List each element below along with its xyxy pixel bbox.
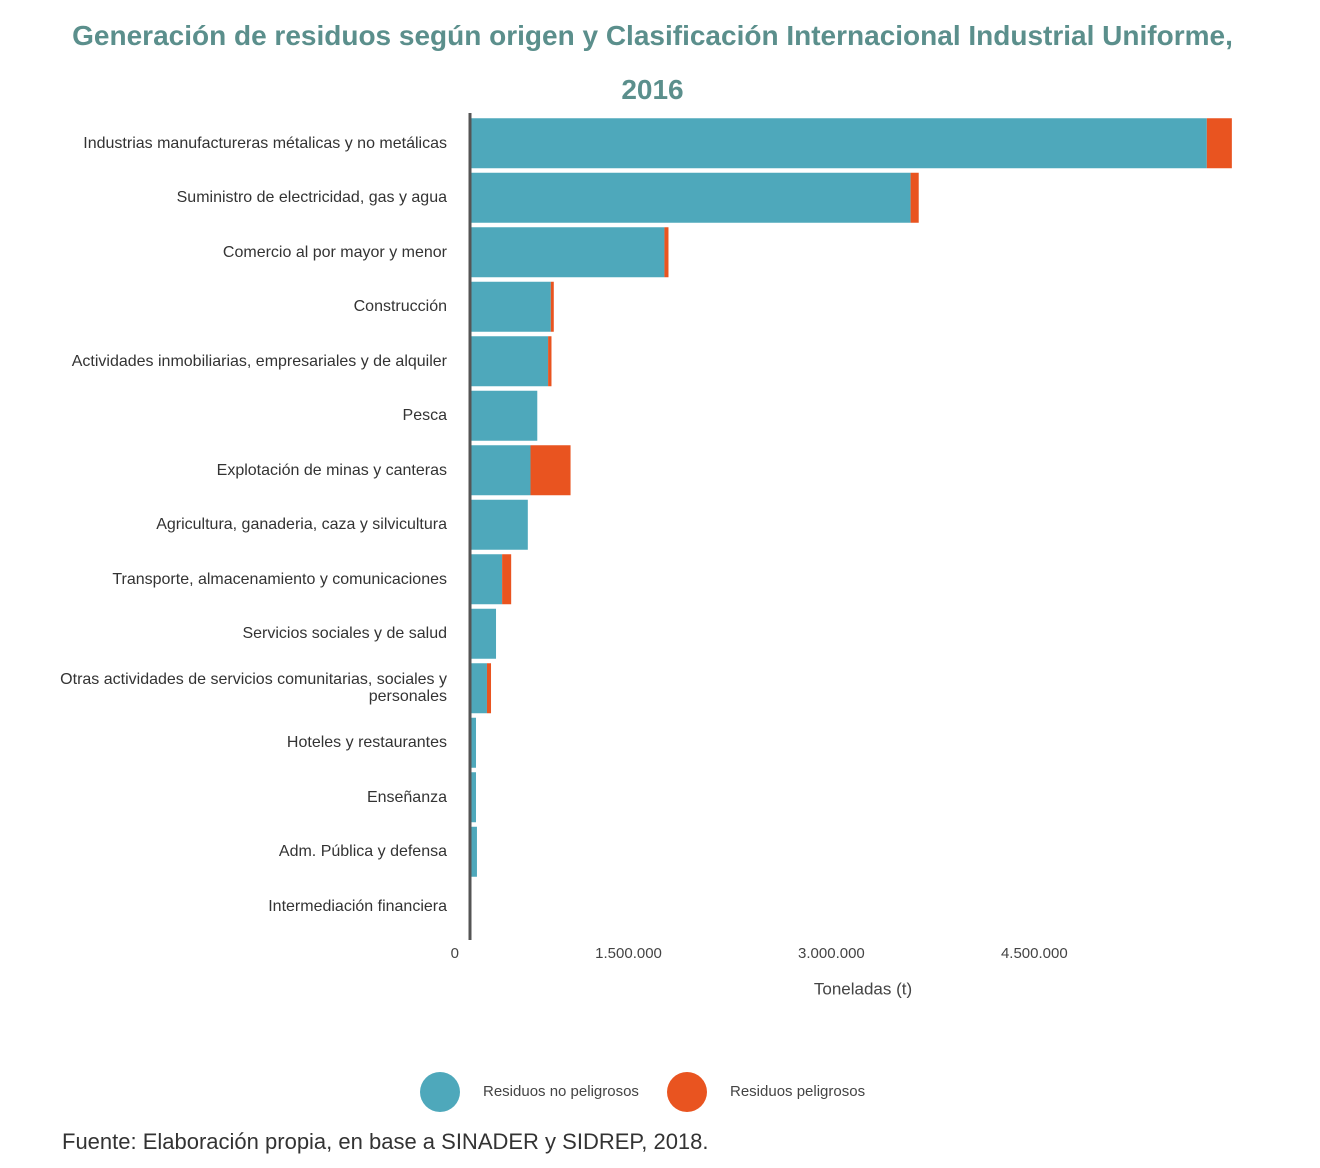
y-tick-label: Suministro de electricidad, gas y agua — [176, 189, 447, 207]
y-tick-label: Enseñanza — [366, 788, 447, 806]
y-tick-label: Comercio al por mayor y menor — [222, 243, 447, 261]
bar-segment — [471, 608, 497, 659]
bar-segment — [530, 445, 571, 496]
legend-label: Residuos peligrosos — [730, 1083, 865, 1100]
x-tick-label: 1.500.000 — [595, 945, 662, 962]
bar-segment — [486, 663, 492, 714]
bar-segment — [471, 826, 477, 877]
x-tick-label: 4.500.000 — [1001, 945, 1068, 962]
bar-segment — [471, 772, 477, 823]
bar-segment — [471, 336, 549, 387]
y-tick-label: Transporte, almacenamiento y comunicacio… — [112, 570, 447, 588]
bar-segment — [471, 281, 551, 332]
bar-segment — [471, 390, 538, 441]
bar-segment — [550, 281, 554, 332]
bar-segment — [471, 445, 531, 496]
bar-segment — [471, 717, 477, 768]
bar-segment — [471, 554, 503, 605]
source-note: Fuente: Elaboración propia, en base a SI… — [62, 1129, 709, 1154]
legend-marker — [420, 1072, 460, 1112]
bar-segment — [1206, 118, 1232, 169]
y-tick-label: Explotación de minas y canteras — [216, 461, 447, 479]
bar-segment — [664, 227, 669, 278]
x-tick-label: 0 — [451, 945, 459, 962]
y-tick-label: Pesca — [402, 407, 447, 425]
bar-segment — [502, 554, 512, 605]
bar-segment — [548, 336, 552, 387]
bar-segment — [471, 172, 911, 223]
y-tick-label: Intermediación financiera — [268, 897, 447, 915]
y-tick-label: Adm. Pública y defensa — [278, 843, 447, 861]
chart-title: Generación de residuos según origen y Cl… — [72, 20, 1233, 105]
y-tick-label: Construcción — [353, 298, 447, 316]
legend-marker — [667, 1072, 707, 1112]
bar-segment — [471, 663, 487, 714]
y-tick-label: Agricultura, ganaderia, caza y silvicult… — [156, 516, 447, 534]
bar-segment — [471, 227, 665, 278]
legend-label: Residuos no peligrosos — [483, 1083, 639, 1100]
y-tick-label: Industrias manufactureras métalicas y no… — [83, 134, 447, 152]
x-tick-label: 3.000.000 — [798, 945, 865, 962]
y-tick-label: Otras actividades de servicios comunitar… — [60, 671, 447, 706]
bar-segment — [471, 118, 1207, 169]
y-tick-label: Servicios sociales y de salud — [242, 625, 447, 643]
x-axis-title: Toneladas (t) — [814, 979, 912, 998]
bar-segment — [471, 499, 528, 550]
bar-segment — [910, 172, 919, 223]
y-tick-label: Actividades inmobiliarias, empresariales… — [71, 352, 447, 370]
y-tick-label: Hoteles y restaurantes — [286, 734, 447, 752]
